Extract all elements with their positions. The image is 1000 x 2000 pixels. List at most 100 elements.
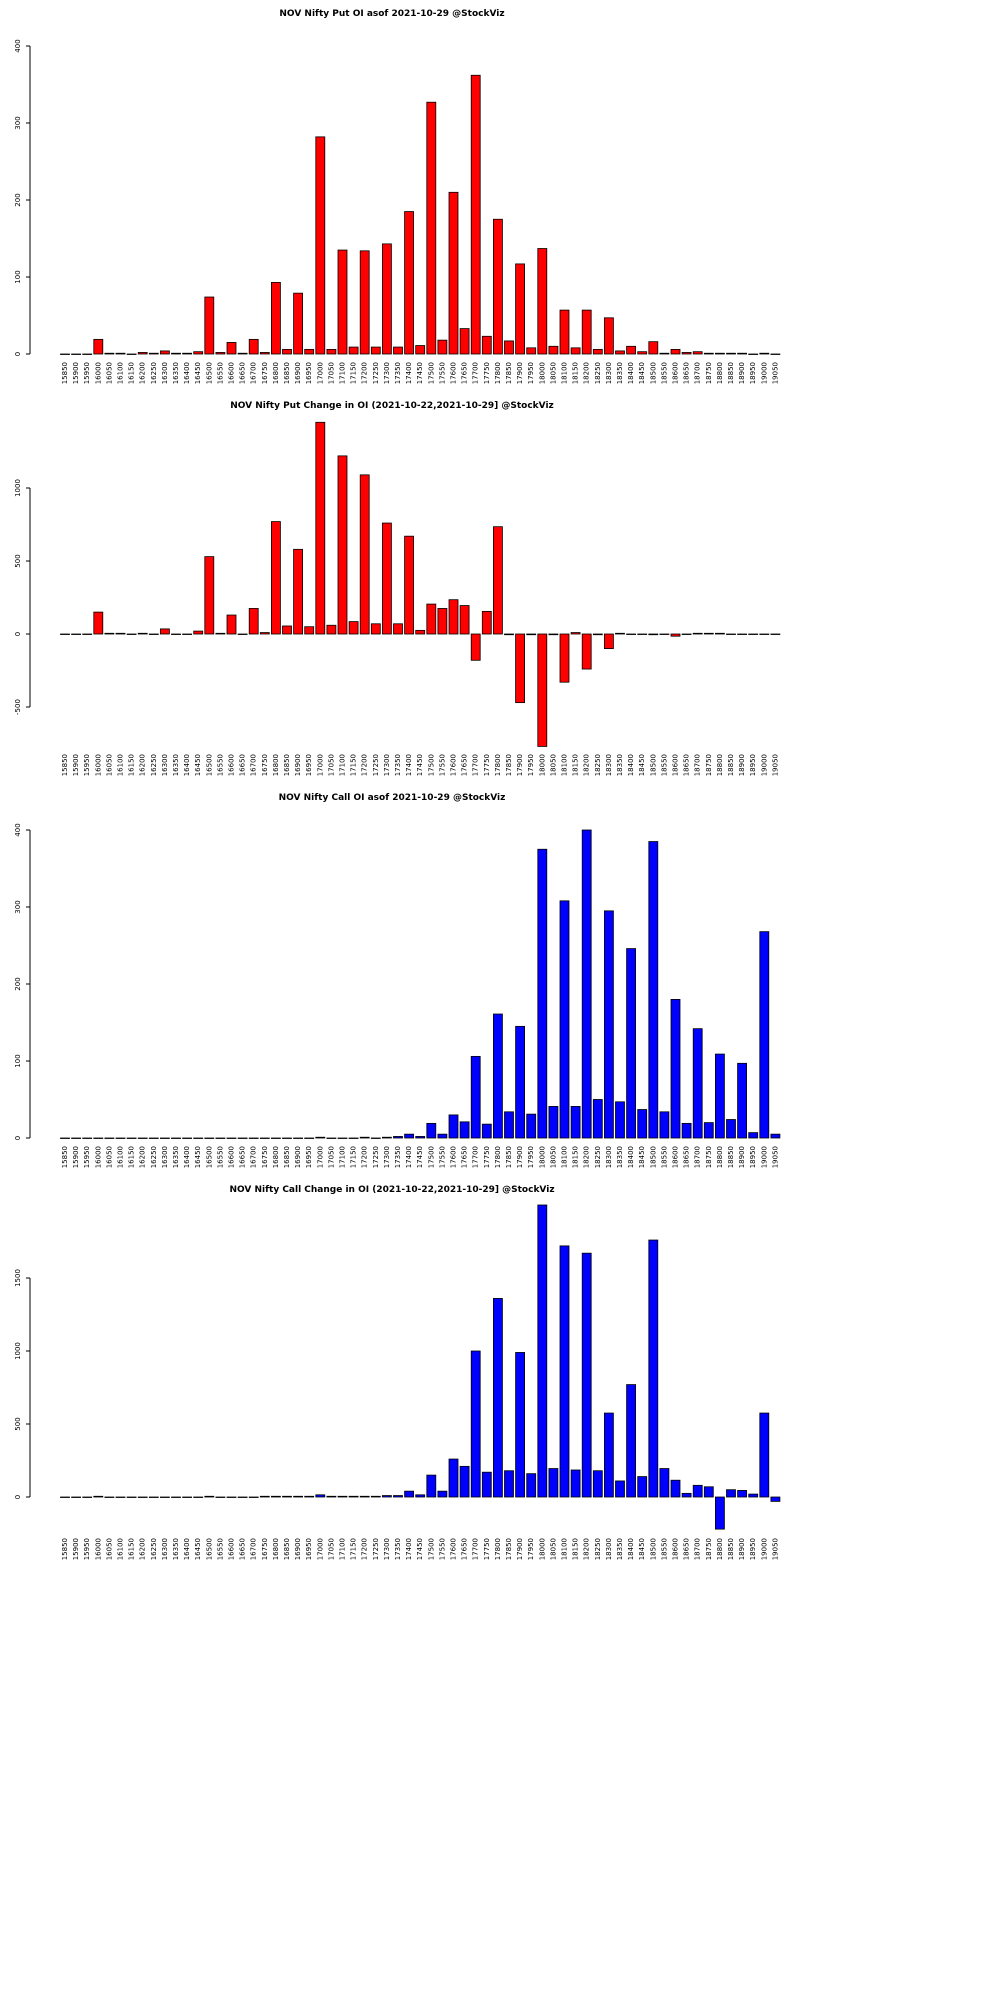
x-tick-label: 18450 — [638, 754, 646, 776]
x-tick-label: 16700 — [250, 1538, 258, 1560]
bar — [393, 346, 403, 355]
y-tick-label: 500 — [14, 554, 22, 567]
bar — [148, 633, 159, 635]
bar — [715, 632, 725, 635]
x-tick-label: 17500 — [427, 754, 435, 776]
bar — [60, 353, 70, 355]
x-tick-label: 18650 — [683, 362, 691, 384]
bar — [437, 339, 448, 355]
y-tick-label: 100 — [14, 270, 22, 283]
x-tick-label: 16950 — [305, 1146, 313, 1168]
x-tick-label: 17250 — [372, 1538, 380, 1560]
x-tick-label: 16750 — [261, 754, 269, 776]
bar — [526, 633, 537, 636]
bar — [193, 351, 204, 355]
bar — [626, 948, 636, 1139]
x-tick-label: 18750 — [705, 1538, 713, 1560]
x-tick-label: 17300 — [383, 754, 391, 776]
bar — [515, 263, 525, 355]
x-tick-label: 18150 — [572, 1538, 580, 1560]
bar — [715, 352, 725, 355]
x-tick-label: 17550 — [438, 1538, 446, 1560]
x-tick-label: 16100 — [117, 1538, 125, 1560]
x-tick-label: 17050 — [327, 1146, 335, 1168]
x-tick-label: 17000 — [316, 754, 324, 776]
x-tick-label: 16800 — [272, 1538, 280, 1560]
x-tick-label: 17550 — [438, 362, 446, 384]
bar — [759, 633, 770, 635]
bar — [670, 348, 681, 355]
x-tick-label: 16500 — [205, 754, 213, 776]
x-tick-label: 18400 — [627, 1146, 635, 1168]
bar — [171, 352, 181, 355]
bar — [270, 1495, 281, 1498]
x-tick-label: 17400 — [405, 754, 413, 776]
x-tick-label: 17850 — [505, 1538, 513, 1560]
bar — [470, 1055, 481, 1139]
x-tick-label: 17950 — [527, 362, 535, 384]
bar — [282, 625, 292, 635]
bar — [681, 352, 692, 355]
x-tick-label: 17700 — [472, 1538, 480, 1560]
bar — [82, 1496, 93, 1498]
bar — [248, 1137, 259, 1139]
bar — [748, 353, 759, 355]
bar — [703, 352, 714, 355]
bar — [592, 1099, 603, 1139]
bar — [315, 1494, 326, 1498]
x-tick-label: 18600 — [672, 1538, 680, 1560]
x-tick-label: 18350 — [616, 754, 624, 776]
bar — [182, 1496, 193, 1498]
x-tick-label: 16350 — [172, 362, 180, 384]
bar — [604, 910, 614, 1139]
x-tick-label: 18800 — [716, 1146, 724, 1168]
x-tick-label: 18200 — [583, 1146, 591, 1168]
x-tick-label: 16750 — [261, 1146, 269, 1168]
bar — [548, 1468, 559, 1498]
bar — [404, 535, 415, 635]
bar — [315, 1136, 326, 1139]
bar — [481, 335, 492, 355]
bar — [404, 1490, 415, 1498]
chart-title: NOV Nifty Put OI asof 2021-10-29 @StockV… — [279, 9, 504, 19]
x-tick-label: 18650 — [683, 754, 691, 776]
bar — [148, 1137, 159, 1139]
x-tick-label: 17500 — [427, 1538, 435, 1560]
bar — [415, 345, 426, 355]
x-tick-label: 18000 — [538, 754, 546, 776]
bar — [504, 1111, 514, 1139]
bar — [626, 1384, 636, 1498]
bar — [670, 999, 681, 1139]
x-tick-label: 18550 — [660, 362, 668, 384]
x-tick-label: 17800 — [494, 362, 502, 384]
x-tick-label: 17950 — [527, 1146, 535, 1168]
bar — [159, 350, 170, 355]
bar — [415, 629, 426, 635]
y-tick-label: 400 — [14, 39, 22, 52]
x-tick-label: 17300 — [383, 1538, 391, 1560]
x-tick-label: 19000 — [760, 1538, 768, 1560]
bar — [259, 1137, 270, 1139]
bar — [426, 1474, 437, 1498]
x-tick-label: 18150 — [572, 754, 580, 776]
x-tick-label: 16050 — [105, 1538, 113, 1560]
x-tick-label: 16600 — [228, 1146, 236, 1168]
x-tick-label: 18950 — [749, 362, 757, 384]
x-tick-label: 16400 — [183, 754, 191, 776]
y-tick-label: 0 — [14, 632, 22, 636]
x-tick-label: 17700 — [472, 754, 480, 776]
bar — [537, 633, 548, 747]
x-tick-label: 17350 — [394, 754, 402, 776]
x-tick-label: 19000 — [760, 362, 768, 384]
x-tick-label: 16500 — [205, 1538, 213, 1560]
x-tick-label: 18000 — [538, 1146, 546, 1168]
bar — [71, 1137, 81, 1139]
x-tick-label: 16550 — [216, 754, 224, 776]
x-tick-label: 17350 — [394, 1538, 402, 1560]
x-tick-label: 17750 — [483, 362, 491, 384]
x-tick-label: 16900 — [294, 1146, 302, 1168]
x-tick-label: 16050 — [105, 1146, 113, 1168]
bar — [404, 1133, 415, 1139]
bar — [504, 1470, 514, 1498]
bar — [615, 1101, 625, 1139]
